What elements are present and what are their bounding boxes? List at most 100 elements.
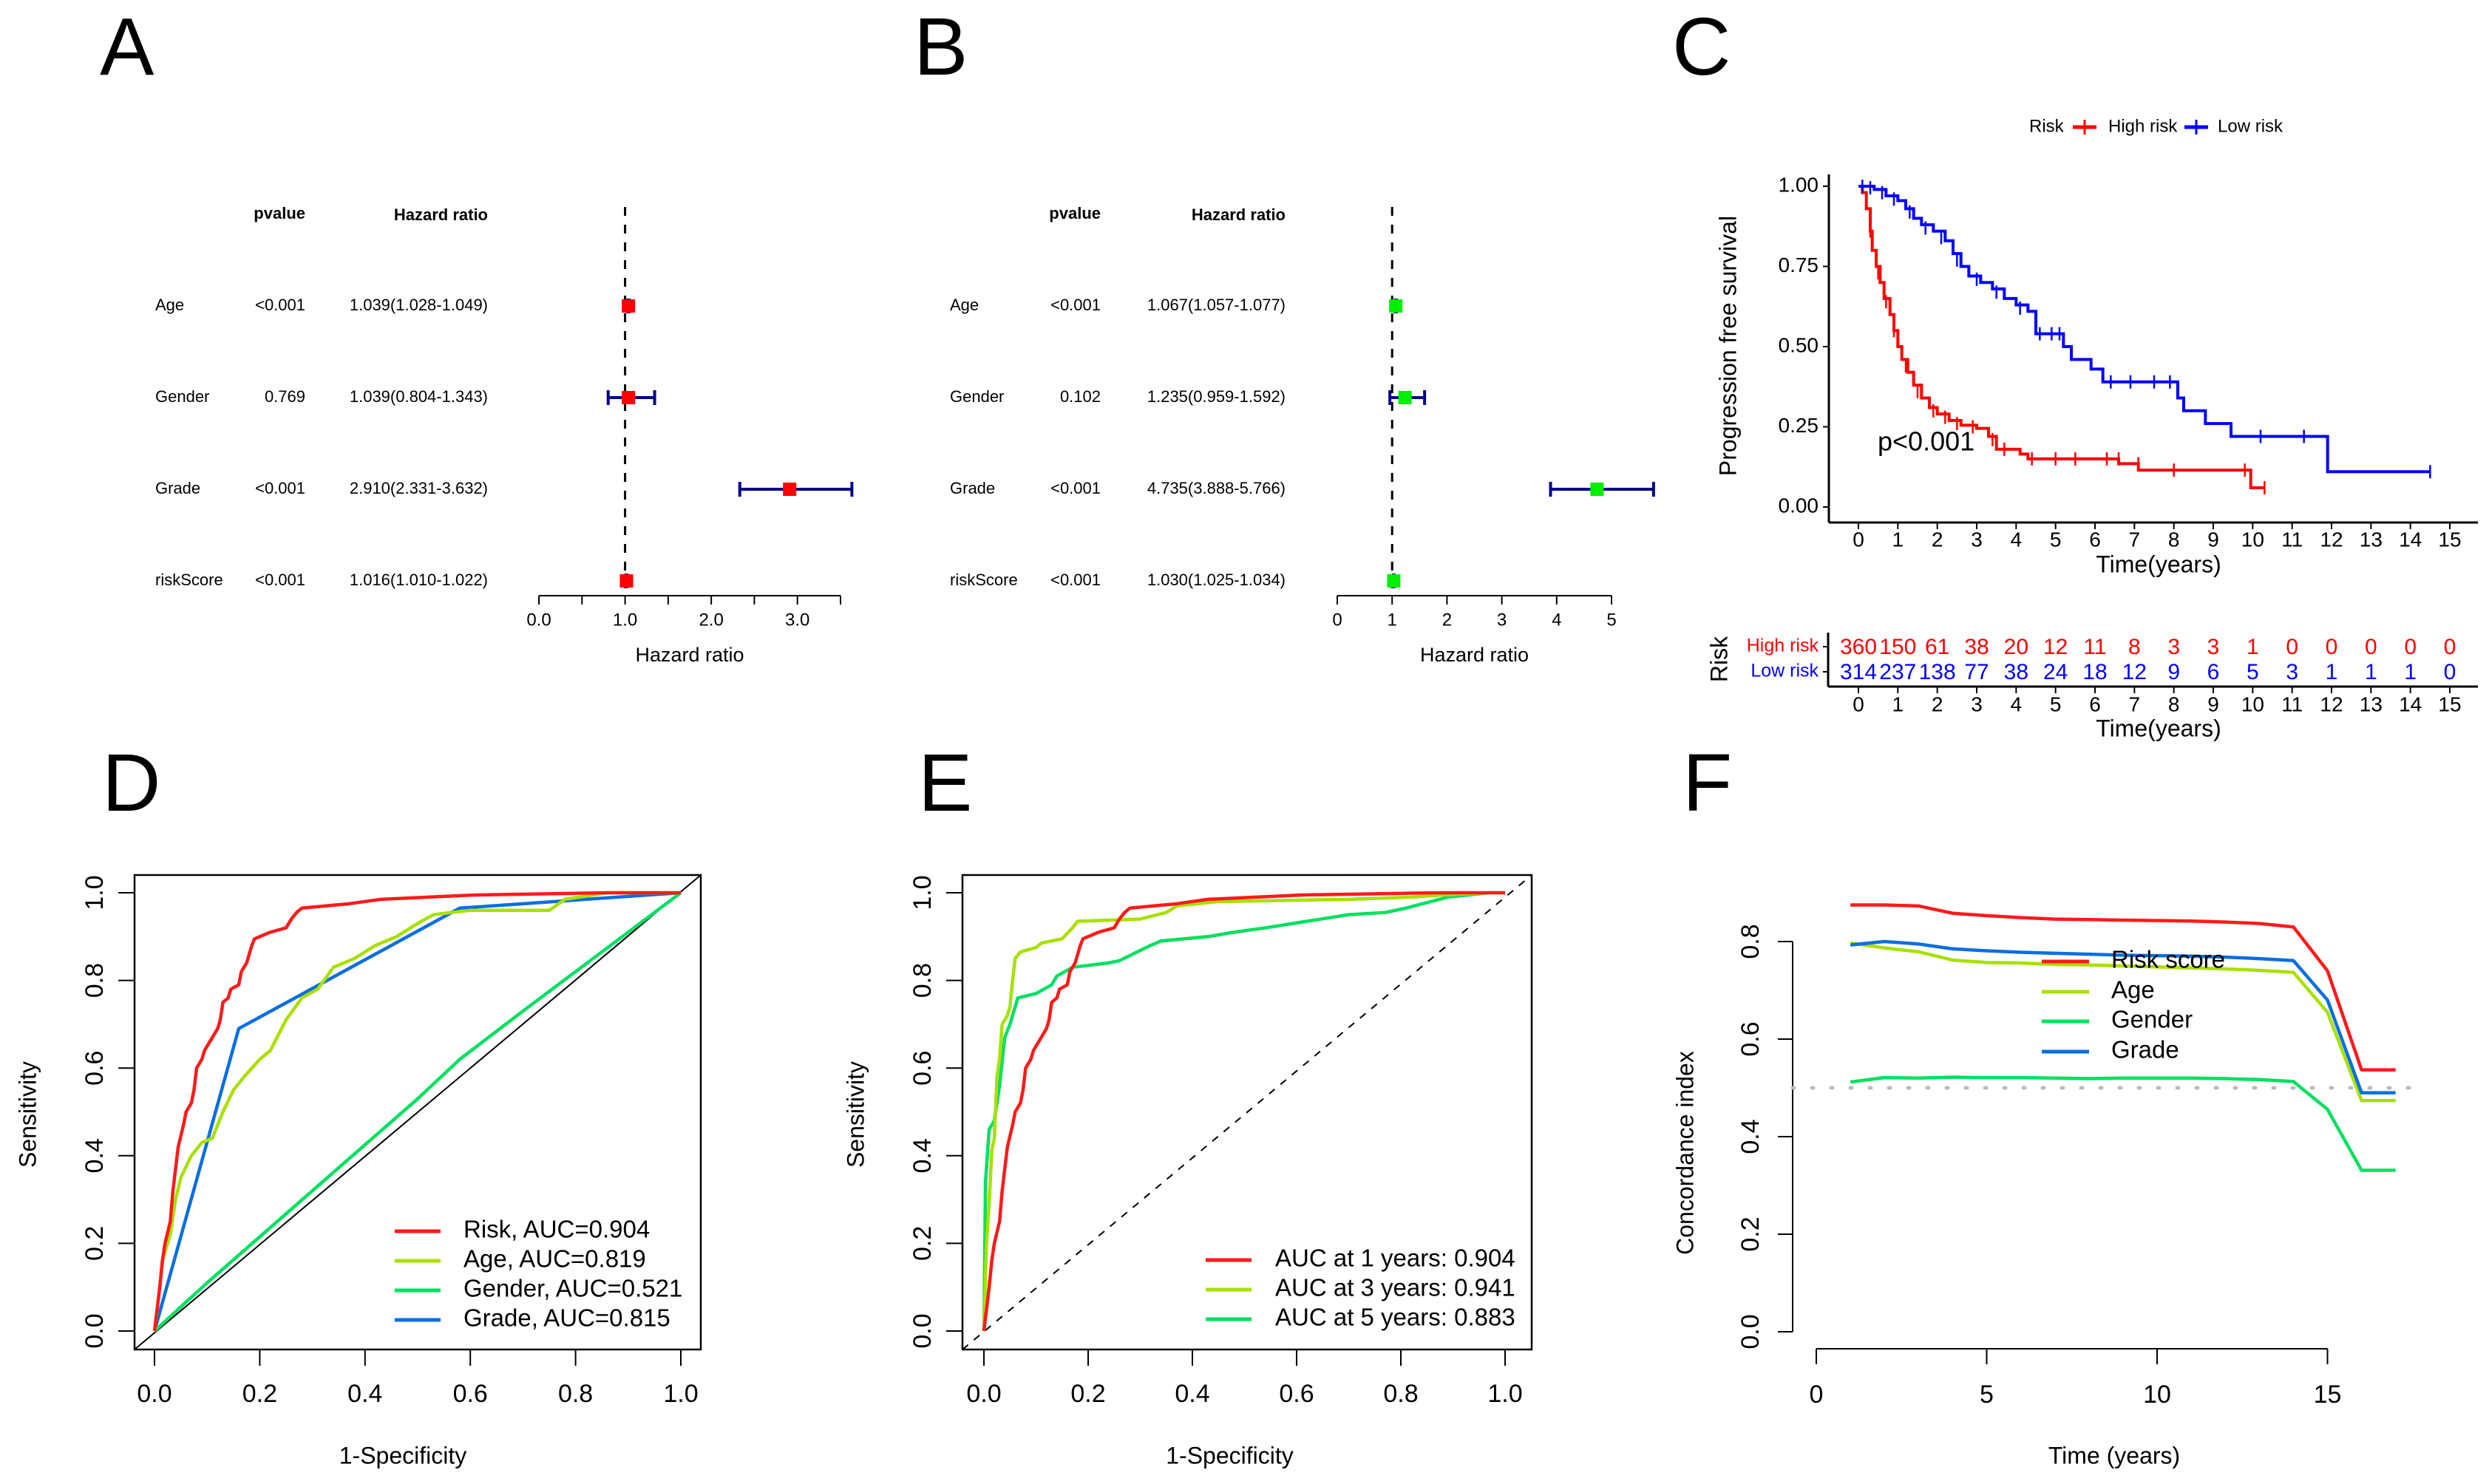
roc-curve bbox=[982, 891, 1505, 1332]
y-axis-title: Sensitivity bbox=[842, 1061, 869, 1168]
header-pvalue: pvalue bbox=[1049, 204, 1101, 222]
y-tick-label: 0.8 bbox=[81, 963, 109, 998]
y-tick-label: 0.25 bbox=[1779, 414, 1819, 437]
y-tick-label: 0.0 bbox=[909, 1313, 937, 1348]
p-value-annotation: p<0.001 bbox=[1878, 426, 1974, 457]
x-tick-label: 0.6 bbox=[453, 1380, 488, 1408]
y-tick-label: 0.75 bbox=[1779, 253, 1819, 276]
km-curve-low-risk bbox=[1858, 185, 2431, 474]
panel-label: A bbox=[100, 1, 154, 92]
risk-table-count: 3 bbox=[2167, 635, 2180, 659]
x-tick-label: 0.4 bbox=[347, 1380, 382, 1408]
x-axis-title: Time(years) bbox=[2096, 551, 2221, 577]
risk-table-x-tick-label: 7 bbox=[2129, 692, 2141, 715]
concordance-line bbox=[1850, 939, 2396, 1095]
row-label: Grade bbox=[155, 479, 200, 497]
y-tick-label: 0.0 bbox=[1736, 1314, 1765, 1349]
row-label: riskScore bbox=[950, 571, 1018, 589]
risk-table: Risk High risk 360 150 61 38 20 12 11 8 3 3 1 0 0 0 0 0Lo… bbox=[1705, 633, 2478, 741]
risk-table-x-tick-label: 1 bbox=[1892, 692, 1904, 715]
row-pvalue: <0.001 bbox=[255, 571, 305, 589]
concordance-line bbox=[1850, 1075, 2396, 1172]
risk-table-count: 77 bbox=[1964, 660, 1989, 684]
risk-table-x-tick-label: 2 bbox=[1932, 692, 1943, 715]
x-tick-label: 7 bbox=[2129, 528, 2141, 551]
y-axis-title: Concordance index bbox=[1671, 1051, 1698, 1255]
legend-label: Risk, AUC=0.904 bbox=[463, 1216, 650, 1243]
y-tick-label: 0.6 bbox=[909, 1051, 937, 1086]
y-tick-label: 1.0 bbox=[81, 875, 109, 910]
row-hazard-ratio: 1.235(0.959-1.592) bbox=[1147, 387, 1286, 406]
legend-label: AUC at 5 years: 0.883 bbox=[1275, 1304, 1515, 1331]
x-tick-label: 4 bbox=[2011, 528, 2023, 551]
risk-table-x-tick-label: 0 bbox=[1853, 692, 1864, 715]
hazard-point bbox=[619, 574, 634, 588]
risk-table-count: 0 bbox=[2286, 635, 2298, 659]
risk-table-x-tick-label: 14 bbox=[2399, 692, 2422, 715]
risk-table-x-tick-label: 3 bbox=[1971, 692, 1983, 715]
hazard-point bbox=[783, 483, 797, 496]
legend-label: Low risk bbox=[2218, 116, 2283, 136]
risk-table-x-tick-label: 9 bbox=[2207, 692, 2219, 715]
risk-table-row-label: High risk bbox=[1747, 636, 1819, 656]
row-pvalue: <0.001 bbox=[255, 479, 305, 497]
reference-diagonal bbox=[134, 874, 702, 1350]
legend-label: High risk bbox=[2108, 116, 2178, 136]
x-tick-label: 10 bbox=[2143, 1381, 2171, 1409]
risk-table-count: 6 bbox=[2207, 660, 2220, 684]
row-hazard-ratio: 1.039(0.804-1.343) bbox=[350, 387, 488, 406]
plot-frame bbox=[961, 874, 1533, 1351]
row-pvalue: <0.001 bbox=[1050, 571, 1101, 589]
panel-e-roc-time: E 0.0 0.0 0.2 0.2 0.4 0.4 0.6 0.6 0.8 0.8 1.0 1.0 1-S… bbox=[842, 738, 1533, 1468]
roc-curve bbox=[982, 891, 1505, 1332]
risk-table-count: 1 bbox=[2404, 660, 2417, 684]
row-hazard-ratio: 4.735(3.888-5.766) bbox=[1147, 479, 1286, 497]
panel-f-concordance: F 0.0 0.2 0.4 0.6 0.8 0 5 10 15 Time (years) Concor… bbox=[1671, 738, 2427, 1468]
header-hazard-ratio: Hazard ratio bbox=[394, 205, 488, 224]
forest-row: Age <0.001 1.039(1.028-1.049) bbox=[155, 296, 636, 314]
forest-row: Age <0.001 1.067(1.057-1.077) bbox=[950, 296, 1403, 314]
y-tick-label: 0.4 bbox=[81, 1138, 109, 1173]
risk-table-x-tick-label: 13 bbox=[2360, 692, 2383, 715]
risk-table-x-tick-label: 11 bbox=[2281, 692, 2303, 715]
panel-c-kaplan-meier: C Risk High risk Low risk 0.00 0.25 0.50 0.75 1.… bbox=[1672, 1, 2478, 741]
row-pvalue: <0.001 bbox=[255, 296, 305, 314]
legend: Risk High risk Low risk bbox=[2029, 116, 2283, 136]
panel-label: E bbox=[918, 738, 972, 828]
panel-label: B bbox=[914, 1, 968, 92]
x-tick-label: 15 bbox=[2438, 528, 2461, 551]
x-tick-label: 0 bbox=[1332, 610, 1342, 630]
header-hazard-ratio: Hazard ratio bbox=[1192, 205, 1286, 224]
hazard-point bbox=[1398, 391, 1412, 404]
hazard-point bbox=[622, 299, 636, 313]
roc-curve bbox=[152, 891, 681, 1332]
x-tick-label: 3 bbox=[1971, 528, 1983, 551]
risk-table-x-tick-label: 12 bbox=[2320, 692, 2343, 715]
x-tick-label: 5 bbox=[1980, 1381, 1994, 1409]
forest-row: Gender 0.102 1.235(0.959-1.592) bbox=[950, 387, 1427, 406]
risk-table-count: 1 bbox=[2365, 660, 2377, 684]
risk-table-count: 138 bbox=[1919, 660, 1956, 684]
x-tick-label: 0.0 bbox=[966, 1380, 1001, 1408]
risk-table-count: 38 bbox=[1964, 635, 1989, 659]
x-tick-label: 12 bbox=[2320, 528, 2343, 551]
risk-table-count: 61 bbox=[1925, 635, 1949, 659]
x-tick-label: 0 bbox=[1810, 1381, 1824, 1409]
x-tick-label: 1 bbox=[1388, 610, 1397, 630]
row-label: Gender bbox=[950, 387, 1004, 406]
x-tick-label: 1 bbox=[1892, 528, 1904, 551]
x-axis-title: Hazard ratio bbox=[635, 644, 744, 666]
x-tick-label: 2.0 bbox=[699, 610, 723, 630]
row-pvalue: <0.001 bbox=[1050, 479, 1101, 497]
x-tick-label: 0.8 bbox=[1383, 1380, 1418, 1408]
x-axis-title: Hazard ratio bbox=[1420, 644, 1529, 666]
y-tick-label: 0.2 bbox=[909, 1226, 937, 1261]
risk-table-count: 8 bbox=[2128, 635, 2141, 659]
hazard-point bbox=[1590, 483, 1604, 496]
x-tick-label: 3 bbox=[1497, 610, 1507, 630]
risk-table-count: 3 bbox=[2286, 660, 2298, 684]
x-tick-label: 13 bbox=[2360, 528, 2383, 551]
